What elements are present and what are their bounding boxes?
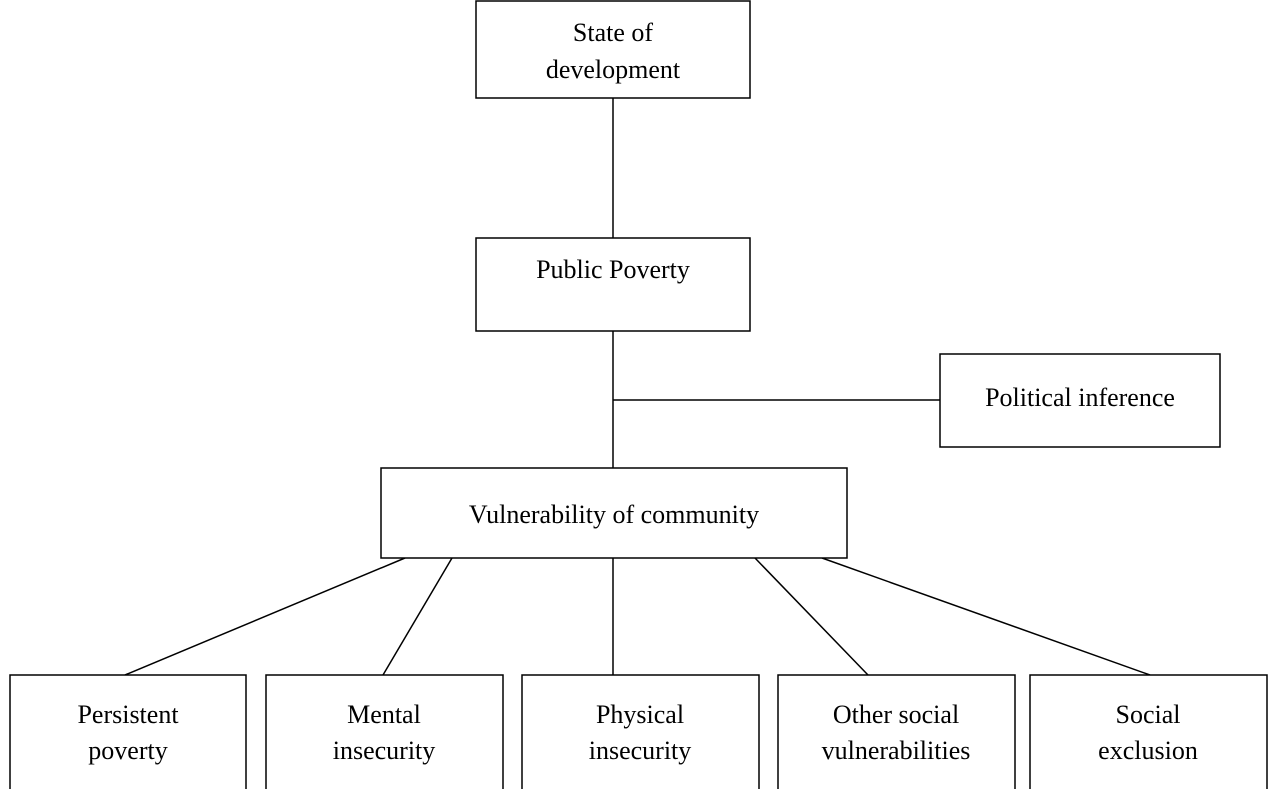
node-label: poverty	[88, 736, 167, 765]
node-label: vulnerabilities	[822, 736, 971, 765]
node-label: Physical	[596, 700, 684, 729]
node-box	[475, 0, 751, 99]
node-box	[939, 353, 1221, 448]
node-box	[475, 237, 751, 332]
node: Vulnerability of community	[380, 467, 848, 559]
node-label: Social	[1116, 700, 1181, 729]
node-label: Public Poverty	[536, 255, 690, 284]
node-label: development	[546, 55, 681, 84]
node-label: insecurity	[589, 736, 692, 765]
connectors	[124, 98, 1151, 676]
node-box	[9, 674, 247, 789]
node-label: insecurity	[333, 736, 436, 765]
node: Mental insecurity	[265, 674, 504, 789]
node-label: Other social	[833, 700, 959, 729]
node-label: Persistent	[77, 700, 179, 729]
node-label: State of	[573, 18, 653, 47]
node-label: Vulnerability of community	[469, 500, 759, 529]
connector	[382, 557, 453, 676]
node-label: exclusion	[1098, 736, 1198, 765]
connector	[754, 557, 869, 676]
connector	[821, 557, 1151, 676]
node: Persistent poverty	[9, 674, 247, 789]
node-label: Political inference	[985, 383, 1175, 412]
node-box	[521, 674, 760, 789]
node: Other social vulnerabilities	[777, 674, 1016, 789]
node: Social exclusion	[1029, 674, 1268, 789]
node-box	[777, 674, 1016, 789]
connector	[124, 557, 406, 676]
node-box	[265, 674, 504, 789]
node: Physical insecurity	[521, 674, 760, 789]
node: Political inference	[939, 353, 1221, 448]
node-box	[380, 467, 848, 559]
node: Public Poverty	[475, 237, 751, 332]
node: State of development	[475, 0, 751, 99]
node-box	[1029, 674, 1268, 789]
node-label: Mental	[347, 700, 421, 729]
